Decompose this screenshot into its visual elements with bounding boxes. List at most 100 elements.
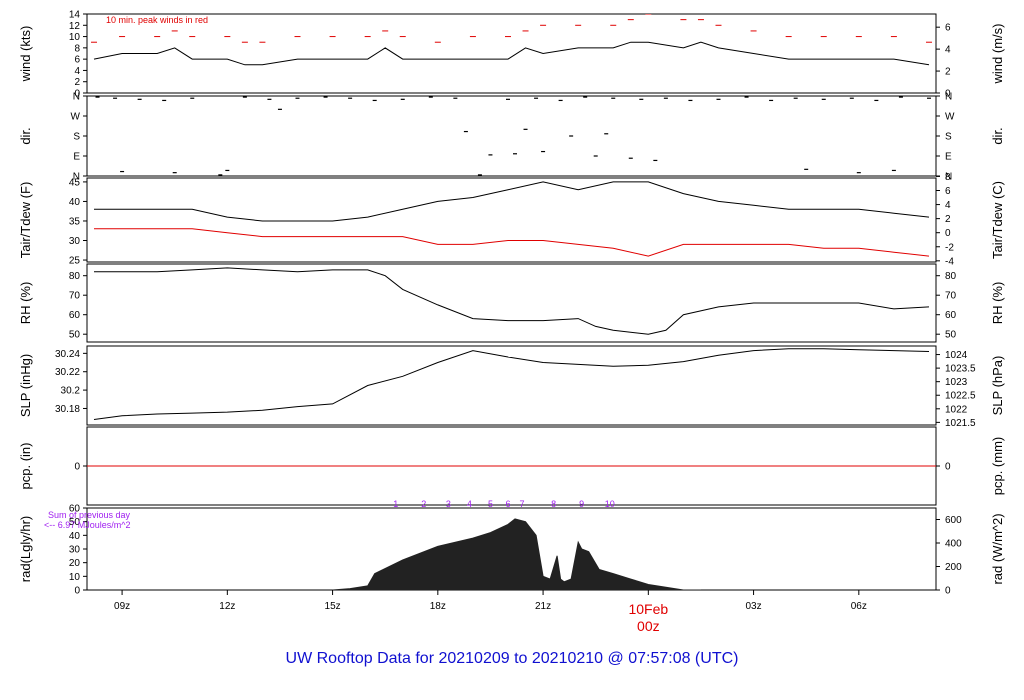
temp-ytick-right-label: 2 xyxy=(945,214,951,225)
rad-ytick-label: 30 xyxy=(69,545,81,556)
rad-hour-mark: 1 xyxy=(393,499,398,509)
temp-series-group xyxy=(94,181,930,257)
panel-pcp: 0 0 pcp. (in) pcp. (mm) xyxy=(18,426,1005,506)
rh-ylabel-right: RH (%) xyxy=(990,282,1005,325)
rh-frame xyxy=(86,263,937,343)
wind-ytick-label: 2 xyxy=(74,77,80,88)
temp-ytick-label: 40 xyxy=(69,197,81,208)
panel-temp: 25 30 35 40 45 -4 -2 0 2 4 6 8 Tair/Tdew (F) Tair/Tde… xyxy=(18,172,1005,267)
footer-title: UW Rooftop Data for 20210209 to 20210210… xyxy=(285,650,739,667)
wind-ytick-label: 6 xyxy=(74,55,80,66)
rh-ytick-label: 70 xyxy=(69,291,81,302)
rad-ytick-label: 50 xyxy=(69,517,81,528)
rad-ytick-right-label: 600 xyxy=(945,515,962,526)
pcp-ylabel: pcp. (in) xyxy=(18,443,33,490)
rh-ytick-label: 50 xyxy=(69,330,81,341)
rh-ytick-label: 60 xyxy=(69,310,81,321)
dir-ytick-label: N xyxy=(73,172,80,183)
x-tick-label: 12z xyxy=(219,601,235,612)
temp-ytick-label: 30 xyxy=(69,236,81,247)
wind-series-group xyxy=(91,14,932,66)
slp-ytick-right-label: 1024 xyxy=(945,350,968,361)
dir-ytick-right-label: W xyxy=(945,112,955,123)
dir-ytick-right-label: S xyxy=(945,132,952,143)
wind-ytick-right-label: 0 xyxy=(945,89,951,100)
slp-frame xyxy=(86,345,937,426)
rad-ytick-label: 40 xyxy=(69,531,81,542)
dir-ytick-label: S xyxy=(73,132,80,143)
x-tick-label: 06z xyxy=(851,601,867,612)
wind-ytick-label: 8 xyxy=(74,43,80,54)
temp-ytick-label: 35 xyxy=(69,216,81,227)
wind-ytick-label: 4 xyxy=(74,66,80,77)
slp-ytick-label: 30.22 xyxy=(55,367,80,378)
dir-series-group xyxy=(95,96,931,176)
x-tick-label: 21z xyxy=(535,601,551,612)
slp-series-group xyxy=(93,348,930,420)
dir-ytick-label: E xyxy=(73,152,80,163)
rad-ylabel: rad(Lgly/hr) xyxy=(18,516,33,582)
dir-ytick-right-label: N xyxy=(945,172,952,183)
wind-ylabel-right: wind (m/s) xyxy=(990,24,1005,85)
rad-annotation-2: <-- 6.97 MJoules/m^2 xyxy=(44,520,131,530)
slp-ytick-label: 30.18 xyxy=(55,404,80,415)
dir-ytick-right-label: E xyxy=(945,152,952,163)
rad-ytick-label: 0 xyxy=(74,586,80,597)
rad-ylabel-right: rad (W/m^2) xyxy=(990,513,1005,584)
rh-ytick-right-label: 80 xyxy=(945,271,957,282)
temp-ytick-right-label: 8 xyxy=(945,172,951,183)
temp-ylabel-right: Tair/Tdew (C) xyxy=(990,181,1005,259)
rh-ytick-right-label: 50 xyxy=(945,330,957,341)
wind-ytick-label: 12 xyxy=(69,21,81,32)
temp-ytick-right-label: 0 xyxy=(945,228,951,239)
wind-series-0 xyxy=(93,41,930,66)
temp-frame xyxy=(86,177,937,263)
temp-ytick-right-label: -4 xyxy=(945,256,954,267)
date-marker-label: 10Feb xyxy=(628,601,668,617)
slp-ytick-right-label: 1022.5 xyxy=(945,391,976,402)
rh-ytick-right-label: 60 xyxy=(945,310,957,321)
rad-ytick-right-label: 400 xyxy=(945,538,962,549)
rad-annotation: Sum of previous day xyxy=(48,510,131,520)
temp-ytick-label: 45 xyxy=(69,177,81,188)
pcp-ytick-right-label: 0 xyxy=(945,462,951,473)
slp-series-0 xyxy=(93,348,930,420)
wind-ytick-right-label: 4 xyxy=(945,45,951,56)
dir-ylabel: dir. xyxy=(18,127,33,144)
wind-ytick-label: 0 xyxy=(74,89,80,100)
slp-ytick-label: 30.24 xyxy=(55,349,80,360)
rad-ytick-label: 60 xyxy=(69,504,81,515)
rh-ytick-right-label: 70 xyxy=(945,291,957,302)
rad-hour-mark: 6 xyxy=(505,499,510,509)
rad-ytick-label: 20 xyxy=(69,558,81,569)
rad-ytick-right-label: 200 xyxy=(945,562,962,573)
pcp-ylabel-right: pcp. (mm) xyxy=(990,437,1005,496)
x-tick-label: 18z xyxy=(430,601,446,612)
slp-ylabel: SLP (inHg) xyxy=(18,354,33,417)
wind-frame xyxy=(86,13,937,94)
x-tick-label: 03z xyxy=(746,601,762,612)
wind-ytick-label: 14 xyxy=(69,10,81,21)
rad-ytick-right-label: 0 xyxy=(945,586,951,597)
wind-ytick-label: 10 xyxy=(69,32,81,43)
rad-hour-mark: 8 xyxy=(551,499,556,509)
slp-ytick-right-label: 1022 xyxy=(945,404,968,415)
rad-hour-mark: 3 xyxy=(446,499,451,509)
temp-ylabel: Tair/Tdew (F) xyxy=(18,182,33,259)
x-tick-label: 15z xyxy=(325,601,341,612)
date-marker-time: 00z xyxy=(637,618,660,634)
rad-hour-mark: 7 xyxy=(520,499,525,509)
rad-hour-mark: 2 xyxy=(421,499,426,509)
x-tick-label: 09z xyxy=(114,601,130,612)
wind-ytick-right-label: 6 xyxy=(945,23,951,34)
wind-ytick-right-label: 2 xyxy=(945,67,951,78)
pcp-ytick-label: 0 xyxy=(74,462,80,473)
slp-ytick-right-label: 1023.5 xyxy=(945,364,976,375)
rad-series-0-area xyxy=(332,518,701,590)
dir-ytick-label: N xyxy=(73,92,80,103)
